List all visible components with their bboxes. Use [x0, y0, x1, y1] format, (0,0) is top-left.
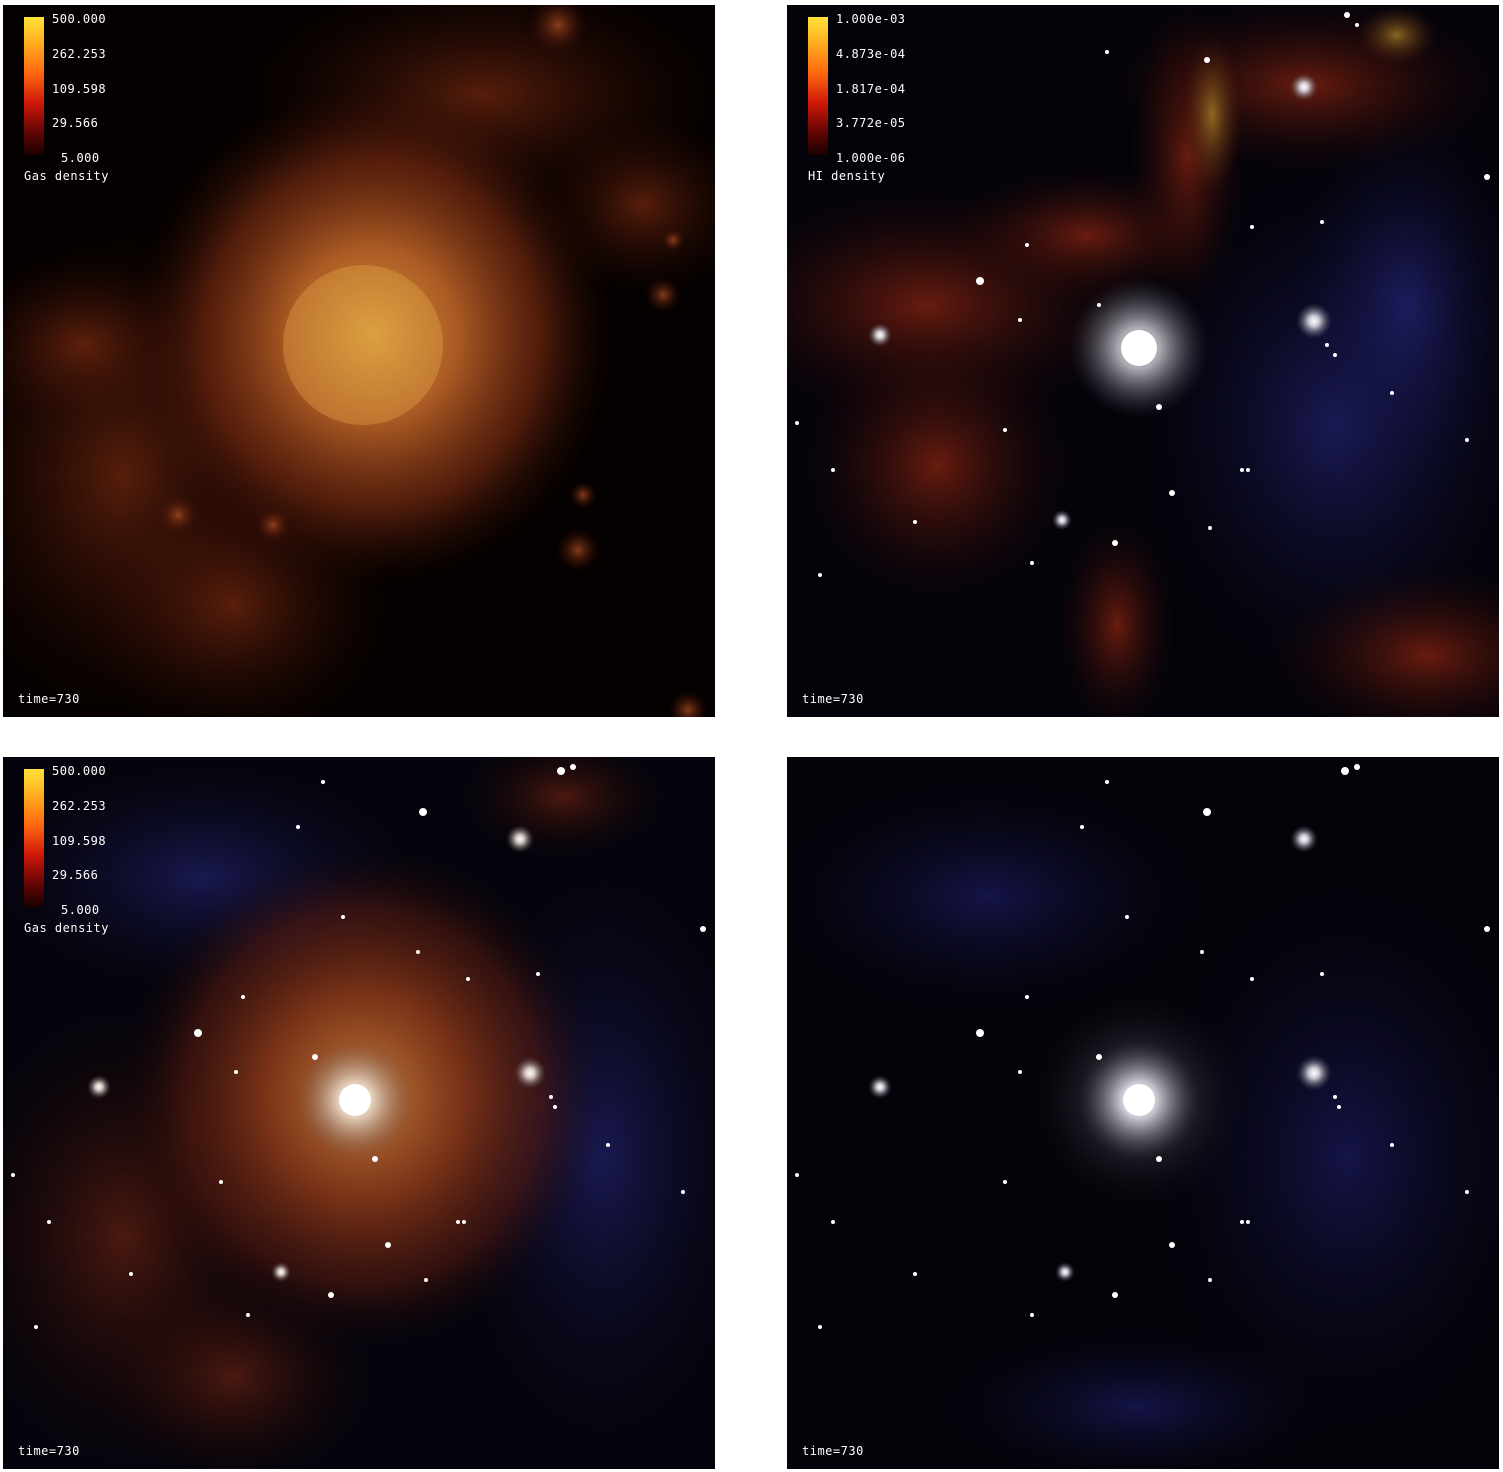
colorbar-tick: 1.000e-06 [836, 151, 906, 165]
time-label: time=730 [802, 692, 864, 706]
colorbar-tick: 5.000 [61, 903, 100, 917]
gas-density-render [3, 5, 715, 717]
colorbar-tick: 29.566 [52, 868, 99, 882]
colorbar-tick: 4.873e-04 [836, 47, 906, 61]
colorbar [808, 17, 828, 155]
gas-composite-render [3, 757, 715, 1469]
time-label: time=730 [18, 692, 80, 706]
colorbar [24, 17, 44, 155]
stars-render [787, 757, 1499, 1469]
colorbar-label: Gas density [24, 169, 109, 183]
time-label: time=730 [802, 1444, 864, 1458]
colorbar-tick: 1.000e-03 [836, 12, 906, 26]
colorbar [24, 769, 44, 907]
time-label: time=730 [18, 1444, 80, 1458]
colorbar-gradient [24, 769, 44, 907]
colorbar-gradient [24, 17, 44, 155]
colorbar-tick: 500.000 [52, 12, 107, 26]
stars-dark-matter-panel: time=730 [787, 757, 1499, 1469]
hi-density-panel: 1.000e-03 4.873e-04 1.817e-04 3.772e-05 … [787, 5, 1499, 717]
colorbar-tick: 262.253 [52, 799, 107, 813]
hi-density-render [787, 5, 1499, 717]
colorbar-tick: 109.598 [52, 82, 107, 96]
colorbar-label: Gas density [24, 921, 109, 935]
colorbar-tick: 29.566 [52, 116, 99, 130]
colorbar-tick: 109.598 [52, 834, 107, 848]
colorbar-label: HI density [808, 169, 886, 183]
colorbar-tick: 1.817e-04 [836, 82, 906, 96]
colorbar-tick: 500.000 [52, 764, 107, 778]
colorbar-tick: 3.772e-05 [836, 116, 906, 130]
gas-density-composite-panel: 500.000 262.253 109.598 29.566 5.000 Gas… [3, 757, 715, 1469]
colorbar-tick: 262.253 [52, 47, 107, 61]
colorbar-tick: 5.000 [61, 151, 100, 165]
gas-density-panel: 500.000 262.253 109.598 29.566 5.000 Gas… [3, 5, 715, 717]
colorbar-gradient [808, 17, 828, 155]
